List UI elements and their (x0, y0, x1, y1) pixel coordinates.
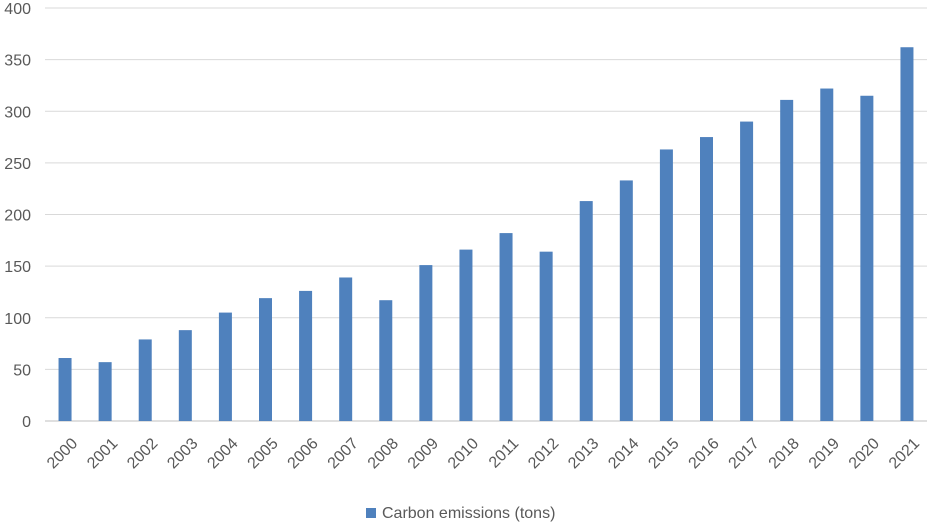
bar-2016 (700, 137, 713, 421)
bar-2010 (459, 249, 473, 421)
x-tick-label: 2021 (886, 435, 923, 472)
bar-2005 (259, 298, 272, 421)
bar-2003 (178, 330, 192, 421)
x-tick-label: 2003 (164, 435, 201, 472)
bar-2017 (740, 121, 754, 421)
y-tick-label: 250 (4, 156, 31, 173)
y-tick-label: 350 (4, 53, 31, 70)
bar-2009 (419, 265, 433, 421)
gridlines (45, 7, 927, 422)
legend-label: Carbon emissions (tons) (382, 505, 555, 522)
y-tick-label: 300 (4, 104, 31, 121)
x-axis-ticks: 2000 2001 2002 2003 2004 2005 2006 2007 2008 2009… (44, 435, 923, 472)
bar-2011 (499, 233, 513, 421)
y-tick-label: 400 (4, 1, 31, 18)
x-tick-label: 2012 (525, 435, 562, 472)
bar-2006 (299, 290, 313, 421)
x-tick-label: 2013 (565, 435, 602, 472)
bar-2014 (619, 180, 633, 421)
x-tick-label: 2015 (645, 435, 682, 472)
x-tick-label: 2008 (365, 435, 402, 472)
y-tick-label: 0 (22, 414, 31, 431)
x-tick-label: 2001 (84, 435, 121, 472)
x-tick-label: 2007 (325, 435, 362, 472)
x-tick-label: 2011 (486, 435, 522, 471)
bar-2008 (379, 300, 393, 421)
x-tick-label: 2009 (405, 435, 442, 472)
bar-2019 (820, 88, 834, 421)
y-tick-label: 50 (13, 362, 31, 379)
y-axis-ticks: 0 50 100 150 200 250 300 350 400 (4, 1, 31, 431)
x-tick-label: 2017 (726, 435, 763, 472)
bar-2002 (138, 339, 152, 421)
x-tick-label: 2020 (846, 435, 883, 472)
bar-2001 (98, 362, 112, 421)
bar-2015 (659, 149, 673, 421)
bar-2013 (579, 201, 593, 421)
x-tick-label: 2010 (445, 435, 482, 472)
legend-swatch (366, 508, 376, 518)
bar-2000 (58, 358, 72, 421)
y-tick-label: 200 (4, 208, 31, 225)
x-tick-label: 2014 (605, 435, 642, 472)
y-tick-label: 150 (4, 259, 31, 276)
y-tick-label: 100 (4, 311, 31, 328)
legend: Carbon emissions (tons) (366, 505, 555, 522)
bar-2012 (539, 251, 553, 421)
bar-2018 (780, 99, 794, 421)
bar-2020 (860, 95, 874, 421)
x-tick-label: 2004 (204, 435, 241, 472)
x-tick-label: 2002 (124, 435, 161, 472)
bar-2021 (900, 47, 914, 422)
x-tick-label: 2005 (244, 435, 281, 472)
bars (58, 47, 914, 422)
x-tick-label: 2018 (766, 435, 803, 472)
bar-2004 (218, 312, 232, 421)
x-tick-label: 2000 (44, 435, 81, 472)
x-tick-label: 2016 (685, 435, 722, 472)
bar-2007 (339, 277, 353, 421)
x-tick-label: 2019 (806, 435, 843, 472)
x-tick-label: 2006 (285, 435, 322, 472)
